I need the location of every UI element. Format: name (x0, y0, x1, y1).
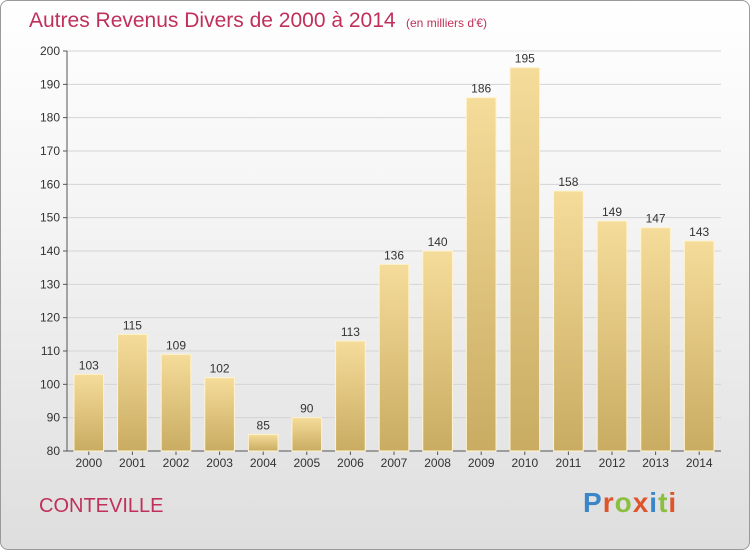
data-label: 186 (471, 82, 491, 96)
logo-letter: x (632, 487, 650, 518)
y-tick-label: 150 (40, 211, 60, 225)
data-label: 136 (384, 248, 404, 262)
x-tick-label: 2001 (119, 456, 146, 470)
data-label: 90 (300, 402, 314, 416)
logo-letter: i (649, 487, 659, 518)
data-label: 147 (646, 212, 666, 226)
bar (117, 333, 148, 452)
data-label: 149 (602, 205, 622, 219)
data-label: 143 (689, 225, 709, 239)
y-tick-label: 80 (47, 444, 61, 458)
x-tick-label: 2007 (381, 456, 408, 470)
bar (422, 250, 453, 452)
x-tick-label: 2010 (511, 456, 538, 470)
bar (160, 353, 192, 452)
x-tick-label: 2013 (642, 456, 669, 470)
bar (465, 97, 497, 452)
x-tick-label: 2002 (163, 456, 190, 470)
bar (335, 340, 366, 452)
bar (640, 227, 671, 452)
bar (509, 67, 541, 452)
data-label: 103 (79, 358, 99, 372)
y-tick-label: 140 (40, 244, 60, 258)
logo-letter: r (602, 487, 615, 518)
x-tick-label: 2014 (686, 456, 713, 470)
bar (596, 220, 628, 452)
y-tick-label: 130 (40, 277, 60, 291)
bar (553, 190, 584, 452)
y-tick-label: 100 (40, 377, 60, 391)
x-tick-label: 2005 (293, 456, 320, 470)
y-tick-label: 200 (40, 44, 60, 58)
data-label: 109 (166, 338, 186, 352)
y-tick-label: 120 (40, 311, 60, 325)
bar (378, 263, 410, 452)
labels: 103 2000 115 2001 109 2002 102 2003 85 2004 90 2005… (75, 52, 712, 470)
data-label: 195 (515, 52, 535, 66)
bar (247, 433, 279, 452)
logo-letter: P (583, 487, 603, 518)
y-tick-label: 110 (41, 344, 60, 358)
bar (683, 240, 715, 452)
bar (291, 417, 323, 452)
x-tick-label: 2003 (206, 456, 233, 470)
y-tick-label: 160 (40, 177, 60, 191)
y-tick-label: 190 (40, 77, 60, 91)
chart-title-main: Autres Revenus Divers de 2000 à 2014 (29, 9, 396, 32)
data-label: 115 (123, 318, 142, 332)
chart-title: Autres Revenus Divers de 2000 à 2014 (en… (29, 9, 487, 33)
x-tick-label: 2008 (424, 456, 451, 470)
data-label: 113 (341, 325, 360, 339)
y-tick-label: 90 (47, 411, 61, 425)
bars (73, 67, 715, 452)
bar (204, 377, 235, 452)
x-tick-label: 2011 (555, 456, 581, 470)
bar (73, 373, 105, 452)
x-tick-label: 2000 (75, 456, 102, 470)
y-tick-label: 180 (40, 111, 60, 125)
data-label: 85 (257, 418, 271, 432)
data-label: 158 (558, 175, 578, 189)
x-tick-label: 2006 (337, 456, 364, 470)
data-label: 102 (210, 362, 230, 376)
x-tick-label: 2004 (250, 456, 277, 470)
commune-name: CONTEVILLE (39, 495, 164, 517)
chart-title-unit: (en milliers d'€) (406, 16, 487, 30)
logo-letter: o (614, 487, 633, 518)
logo-letter: i (668, 487, 678, 518)
x-tick-label: 2012 (599, 456, 626, 470)
logo-letter: t (658, 487, 669, 518)
data-label: 140 (428, 235, 448, 249)
y-tick-label: 170 (40, 144, 60, 158)
x-tick-label: 2009 (468, 456, 495, 470)
proxiti-logo: Proxiti (583, 487, 677, 519)
